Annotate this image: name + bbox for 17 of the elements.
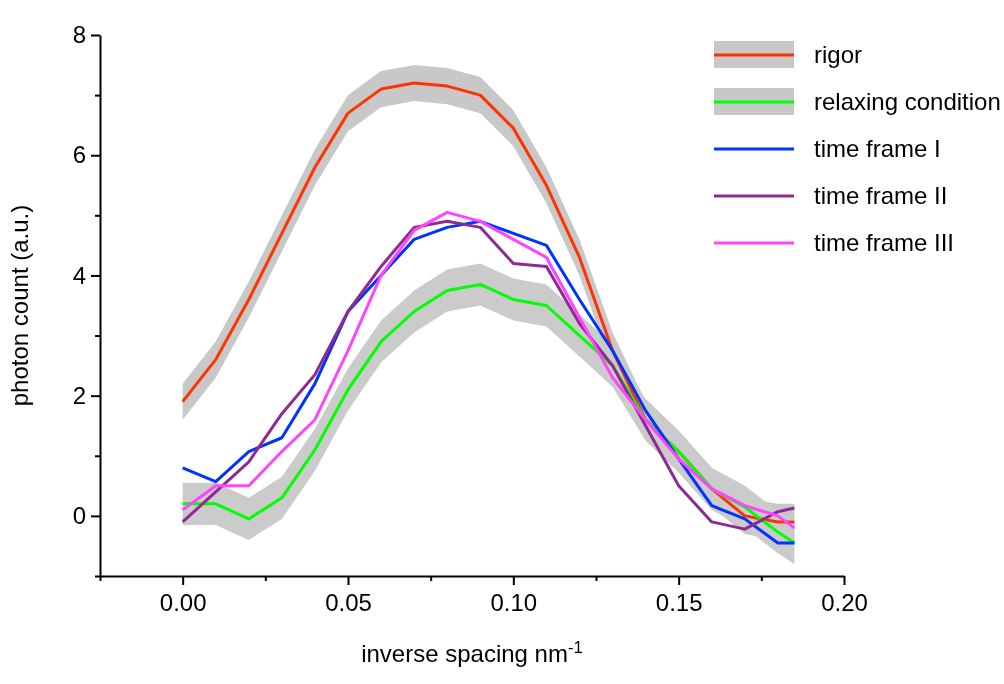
legend-label: time frame I	[814, 135, 941, 162]
x-tick-label: 0.15	[655, 589, 703, 617]
y-tick-label: 8	[72, 21, 87, 49]
x-tick-label: 0.00	[159, 589, 207, 617]
x-axis-title: inverse spacing nm$^{-1}$	[361, 637, 583, 667]
legend-label: relaxing condition	[814, 88, 1001, 115]
legend-label: time frame II	[814, 182, 948, 209]
x-tick-label: 0.20	[821, 589, 868, 617]
x-tick-label: 0.05	[325, 589, 372, 617]
y-tick-label: 4	[72, 261, 87, 289]
y-tick-label: 2	[72, 381, 87, 409]
legend-label: rigor	[814, 41, 863, 68]
y-tick-label: 6	[72, 141, 87, 169]
y-axis-title: photon count (a.u.)	[6, 204, 33, 407]
x-tick-label: 0.10	[490, 589, 538, 617]
legend-label: time frame III	[814, 229, 955, 256]
y-tick-label: 0	[72, 502, 87, 530]
